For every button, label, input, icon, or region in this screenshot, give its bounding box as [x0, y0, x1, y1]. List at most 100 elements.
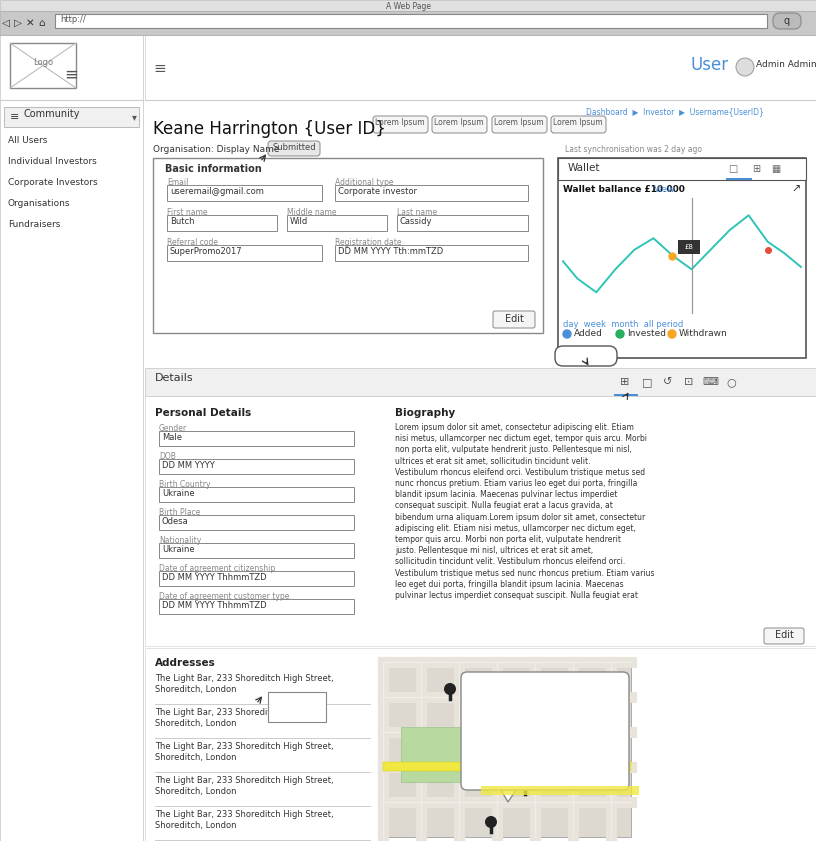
Text: day  week  month  all period: day week month all period	[563, 320, 683, 329]
Text: Last name: Last name	[397, 208, 437, 217]
Text: Shoreditch, London: Shoreditch, London	[155, 753, 237, 762]
Text: nunc rhoncus pretium. Etiam varius leo eget dui porta, fringilla: nunc rhoncus pretium. Etiam varius leo e…	[395, 479, 637, 488]
FancyBboxPatch shape	[493, 311, 535, 328]
Text: ▾: ▾	[131, 112, 136, 122]
Bar	[153, 158, 543, 333]
Bar	[268, 692, 326, 722]
Text: ultrices et erat sit amet, sollicitudin tincidunt velit.: ultrices et erat sit amet, sollicitudin …	[395, 457, 591, 466]
Text: Edit: Edit	[504, 314, 523, 324]
Text: Basic information: Basic information	[165, 164, 262, 174]
Bar	[159, 487, 354, 502]
Text: Date of agreement customer type: Date of agreement customer type	[159, 592, 290, 601]
Text: Submitted: Submitted	[273, 143, 316, 152]
Text: Vestibulum rhoncus eleifend orci. Vestibulum tristique metus sed: Vestibulum rhoncus eleifend orci. Vestib…	[395, 468, 645, 477]
Circle shape	[668, 330, 676, 338]
Bar	[563, 198, 801, 313]
Bar	[145, 35, 816, 100]
Text: Wallet ballance £10.000: Wallet ballance £10.000	[563, 185, 688, 194]
Text: First name: First name	[167, 208, 207, 217]
Text: useremail@gmail.com: useremail@gmail.com	[170, 187, 264, 196]
Text: Details: Details	[155, 373, 193, 383]
Circle shape	[497, 723, 509, 735]
Text: http://: http://	[60, 15, 86, 24]
Text: blandit ipsum lacinia. Maecenas pulvinar lectus imperdiet: blandit ipsum lacinia. Maecenas pulvinar…	[395, 490, 618, 500]
Text: The Light Bar, 233 Shoreditch High Street,: The Light Bar, 233 Shoreditch High Stree…	[155, 674, 334, 683]
Text: Flat Name or Number: Flat Name or Number	[469, 695, 560, 704]
Text: Details: Details	[569, 348, 603, 358]
Text: Personal Details: Personal Details	[155, 408, 251, 418]
Text: Date of agreement citizenship: Date of agreement citizenship	[159, 564, 275, 573]
Bar	[397, 215, 528, 231]
Text: Referral code: Referral code	[167, 238, 218, 247]
Text: Postcode*: Postcode*	[469, 747, 512, 756]
Text: County: County	[469, 734, 499, 743]
Bar	[383, 662, 631, 837]
Text: ○: ○	[726, 377, 736, 387]
Circle shape	[519, 778, 531, 790]
FancyBboxPatch shape	[268, 141, 320, 156]
Text: sollicitudin tincidunt velit. Vestibulum rhoncus eleifend orci.: sollicitudin tincidunt velit. Vestibulum…	[395, 558, 625, 566]
FancyBboxPatch shape	[773, 13, 801, 29]
Bar	[677, 240, 699, 253]
Bar	[335, 245, 528, 261]
FancyBboxPatch shape	[373, 116, 428, 133]
Bar	[145, 368, 816, 396]
Text: ✕: ✕	[25, 18, 34, 28]
Text: ≡: ≡	[153, 61, 166, 76]
Text: Registration date: Registration date	[335, 238, 401, 247]
Text: Corporate Investors: Corporate Investors	[8, 178, 98, 187]
FancyBboxPatch shape	[555, 346, 617, 366]
Bar	[726, 178, 752, 180]
Text: ⊞: ⊞	[752, 164, 760, 174]
Text: Admin Admin: Admin Admin	[756, 60, 816, 69]
Text: Cassidy: Cassidy	[400, 217, 432, 226]
FancyBboxPatch shape	[551, 116, 606, 133]
Bar	[383, 762, 631, 771]
Text: Lorem Ipsum: Lorem Ipsum	[494, 118, 543, 127]
Bar	[0, 0, 816, 11]
Text: bibendum urna aliquam.Lorem ipsum dolor sit amet, consectetur: bibendum urna aliquam.Lorem ipsum dolor …	[395, 513, 645, 521]
Bar	[167, 185, 322, 201]
Text: Shoreditch, London: Shoreditch, London	[155, 821, 237, 830]
Text: leo eget dui porta, fringilla blandit ipsum lacinia. Maecenas: leo eget dui porta, fringilla blandit ip…	[395, 579, 623, 589]
Text: Birth Country: Birth Country	[159, 480, 211, 489]
Text: £8: £8	[684, 244, 693, 250]
Text: DD MM YYYY ThhmmTZD: DD MM YYYY ThhmmTZD	[162, 573, 267, 582]
Text: Gender: Gender	[159, 424, 187, 433]
Bar	[558, 158, 806, 180]
FancyBboxPatch shape	[764, 628, 804, 644]
Text: ↺: ↺	[663, 377, 672, 387]
Text: Withdrawn: Withdrawn	[679, 329, 728, 338]
Bar	[145, 396, 816, 646]
Text: All Users: All Users	[8, 136, 47, 145]
Text: Lorem Ipsum: Lorem Ipsum	[553, 118, 603, 127]
Text: The Light Bar, 233 Shoreditch: The Light Bar, 233 Shoreditch	[155, 708, 281, 717]
Text: Edit: Edit	[274, 695, 291, 704]
Text: □: □	[641, 377, 652, 387]
Text: Delete: Delete	[274, 709, 304, 718]
FancyBboxPatch shape	[432, 116, 487, 133]
Text: Last synchronisation was 2 day ago: Last synchronisation was 2 day ago	[565, 145, 702, 154]
Text: Street*: Street*	[469, 708, 499, 717]
Bar	[55, 14, 767, 28]
Text: Ukraine: Ukraine	[162, 545, 195, 554]
Bar	[4, 107, 139, 127]
Text: q: q	[784, 16, 790, 26]
Text: justo. Pellentesque mi nisl, ultrices et erat sit amet,: justo. Pellentesque mi nisl, ultrices et…	[395, 546, 593, 555]
Text: consequat suscipit. Nulla feugiat erat a lacus gravida, at: consequat suscipit. Nulla feugiat erat a…	[395, 501, 613, 510]
Bar	[159, 571, 354, 586]
Text: Biography: Biography	[395, 408, 455, 418]
Bar	[145, 648, 816, 841]
Text: Fundraisers: Fundraisers	[8, 220, 60, 229]
Text: Dashboard  ▶  Investor  ▶  Username{UserID}: Dashboard ▶ Investor ▶ Username{UserID}	[586, 107, 764, 116]
Text: ⌨: ⌨	[702, 377, 718, 387]
Text: Organisations: Organisations	[8, 199, 70, 208]
Bar	[10, 43, 76, 88]
Polygon shape	[501, 790, 516, 802]
Text: adipiscing elit. Etiam nisi metus, ullamcorper nec dictum eget,: adipiscing elit. Etiam nisi metus, ullam…	[395, 524, 636, 533]
Text: ↗: ↗	[792, 185, 800, 195]
Text: City/Town*: City/Town*	[469, 721, 513, 730]
Text: Middle name: Middle name	[287, 208, 336, 217]
Text: Invested: Invested	[627, 329, 666, 338]
Text: Shoreditch, London: Shoreditch, London	[155, 685, 237, 694]
